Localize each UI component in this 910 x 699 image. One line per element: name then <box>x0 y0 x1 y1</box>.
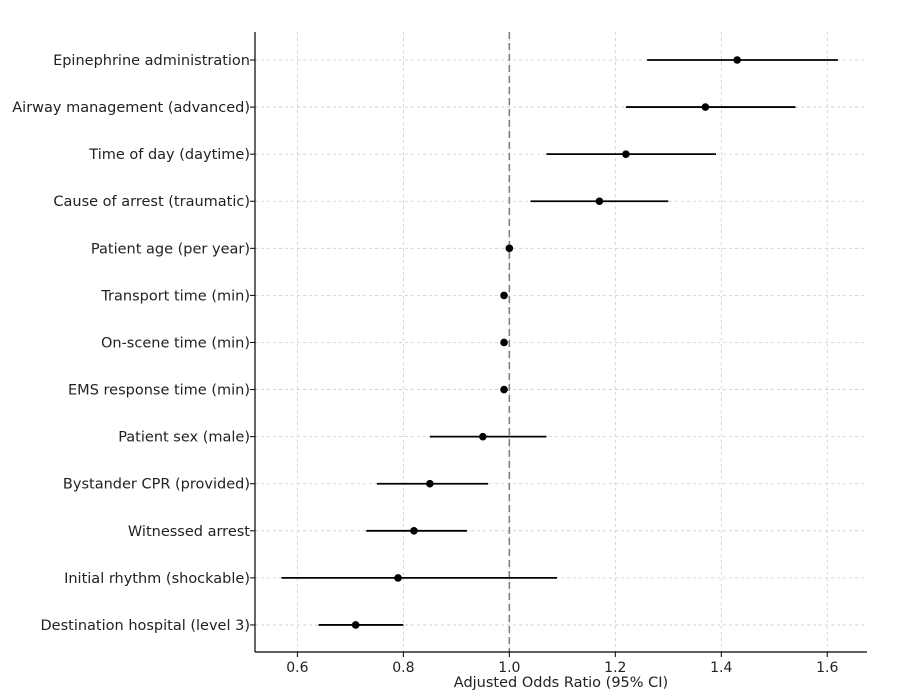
axes: 0.6 0.8 1.0 1.2 1.4 1.6 <box>250 32 867 676</box>
category-label: Time of day (daytime) <box>88 147 250 163</box>
x-axis-title: Adjusted Odds Ratio (95% CI) <box>454 675 668 691</box>
data-marks <box>281 56 838 629</box>
x-tick-label: 0.6 <box>286 660 308 676</box>
grid <box>255 32 867 652</box>
category-label: Bystander CPR (provided) <box>63 477 250 493</box>
point-estimate <box>505 244 514 253</box>
x-tick-label: 1.2 <box>604 660 626 676</box>
category-label: Destination hospital (level 3) <box>41 618 251 634</box>
category-label: On-scene time (min) <box>101 335 250 351</box>
category-label: Cause of arrest (traumatic) <box>53 194 250 210</box>
category-label: Initial rhythm (shockable) <box>64 571 250 587</box>
point-estimate <box>500 291 508 300</box>
point-estimate <box>426 479 434 488</box>
point-estimate <box>410 527 418 535</box>
category-label: Transport time (min) <box>100 288 250 304</box>
category-label: Airway management (advanced) <box>12 100 250 116</box>
category-label: Patient sex (male) <box>118 430 250 446</box>
point-estimate <box>394 574 402 582</box>
x-tick-label: 1.0 <box>498 660 520 676</box>
category-labels: Epinephrine administration Airway managem… <box>12 53 250 634</box>
point-estimate <box>733 56 741 64</box>
point-estimate <box>500 338 508 347</box>
point-estimate <box>595 197 604 206</box>
category-label: Epinephrine administration <box>53 53 250 69</box>
point-estimate <box>479 432 487 441</box>
point-estimate <box>351 621 360 629</box>
point-estimate <box>622 150 630 158</box>
point-estimate <box>701 103 710 111</box>
x-tick-label: 1.6 <box>816 660 838 676</box>
category-label: Patient age (per year) <box>91 241 250 257</box>
x-tick-label: 1.4 <box>710 660 732 676</box>
category-label: EMS response time (min) <box>68 383 250 399</box>
point-estimate <box>500 385 508 394</box>
x-tick-label: 0.8 <box>392 660 414 676</box>
category-label: Witnessed arrest <box>128 524 250 540</box>
